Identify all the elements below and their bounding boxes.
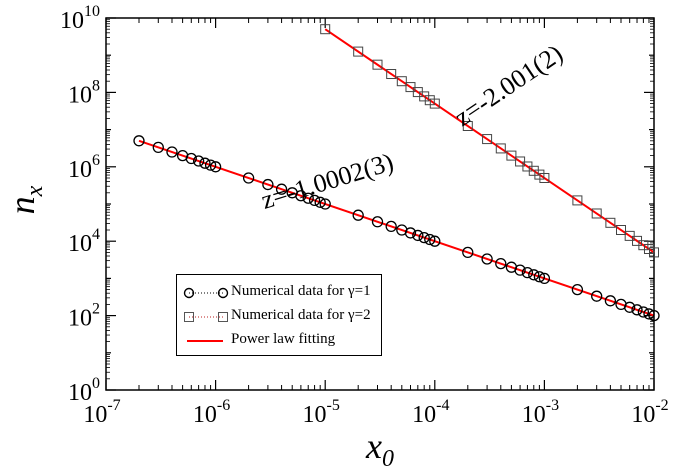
data-point-gamma2 — [605, 217, 616, 228]
data-point-gamma2 — [506, 150, 517, 161]
data-point-gamma1 — [302, 192, 314, 204]
data-point-gamma2 — [624, 230, 635, 241]
data-point-gamma1 — [314, 196, 326, 208]
legend-item-gamma1: Numerical data for γ=1 — [177, 282, 381, 302]
data-point-gamma1 — [418, 231, 430, 244]
data-point-gamma1 — [204, 159, 217, 171]
data-point-gamma1 — [152, 141, 164, 154]
data-point-gamma2 — [572, 195, 583, 206]
data-point-gamma1 — [481, 253, 493, 265]
x-tick-label: 10-6 — [193, 397, 230, 428]
legend-marker-square — [184, 312, 228, 322]
data-point-gamma2 — [591, 208, 602, 219]
y-tick-label: 1010 — [60, 3, 100, 34]
data-point-gamma1 — [514, 264, 526, 276]
data-point-gamma2 — [353, 46, 364, 57]
data-point-gamma2 — [419, 91, 430, 102]
legend-label-gamma1: Numerical data for γ=1 — [231, 283, 371, 299]
data-point-gamma1 — [242, 172, 255, 184]
data-point-gamma1 — [352, 209, 364, 221]
data-point-gamma2 — [429, 98, 440, 109]
data-point-gamma2 — [534, 169, 545, 180]
x-tick-label: 10-3 — [522, 397, 559, 428]
data-point-gamma1 — [412, 229, 424, 242]
data-point-gamma1 — [262, 178, 274, 191]
data-point-gamma1 — [604, 295, 617, 307]
data-point-gamma1 — [462, 246, 474, 259]
data-point-gamma1 — [192, 155, 205, 167]
annotation-label: z=-2.001(2) — [449, 39, 568, 132]
legend-label-fit: Power law fitting — [231, 331, 336, 347]
data-point-gamma2 — [539, 172, 550, 183]
y-tick-label: 104 — [68, 226, 100, 257]
data-point-gamma1 — [591, 290, 603, 302]
data-point-gamma1 — [319, 198, 331, 210]
x-tick-label: 10-7 — [83, 397, 120, 428]
data-point-gamma1 — [295, 190, 307, 202]
data-point-gamma1 — [533, 271, 546, 283]
y-tick-label: 106 — [68, 152, 100, 183]
data-point-gamma1 — [371, 216, 384, 228]
data-point-gamma2 — [528, 165, 539, 176]
legend: Numerical data for γ=1 Numerical data fo… — [176, 274, 382, 356]
x-axis-title: x0 — [365, 426, 394, 472]
data-point-gamma1 — [209, 161, 222, 173]
x-tick-label: 10-2 — [631, 397, 668, 428]
data-point-gamma2 — [649, 247, 659, 258]
legend-item-fit: Power law fitting — [177, 330, 381, 350]
data-point-gamma2 — [405, 82, 416, 93]
data-point-gamma2 — [638, 240, 649, 251]
data-point-gamma1 — [404, 227, 417, 239]
data-point-gamma2 — [386, 69, 397, 80]
data-point-gamma1 — [624, 301, 636, 313]
data-point-gamma1 — [133, 135, 145, 147]
data-point-gamma1 — [185, 152, 197, 165]
data-point-gamma1 — [495, 257, 507, 270]
data-point-gamma1 — [643, 308, 655, 320]
data-point-gamma1 — [637, 306, 650, 318]
legend-marker-circle — [183, 287, 229, 299]
legend-line-red — [187, 340, 223, 342]
y-axis-title: nx — [2, 185, 48, 214]
data-point-gamma2 — [495, 143, 506, 154]
y-tick-label: 100 — [68, 375, 100, 406]
data-point-gamma2 — [515, 156, 526, 167]
data-point-gamma1 — [199, 157, 211, 169]
data-point-gamma2 — [643, 244, 654, 255]
data-point-gamma1 — [648, 309, 660, 322]
data-point-gamma1 — [528, 269, 540, 281]
data-point-gamma2 — [482, 134, 493, 145]
data-point-gamma1 — [521, 266, 534, 279]
x-tick-label: 10-4 — [412, 397, 449, 428]
data-point-gamma2 — [396, 76, 407, 87]
y-tick-label: 102 — [68, 301, 100, 332]
legend-item-gamma2: Numerical data for γ=2 — [177, 306, 381, 326]
data-point-gamma2 — [320, 24, 331, 35]
data-point-gamma1 — [385, 220, 397, 233]
legend-label-gamma2: Numerical data for γ=2 — [231, 307, 371, 323]
data-point-gamma1 — [571, 283, 584, 296]
data-point-gamma2 — [616, 225, 627, 236]
y-tick-label: 108 — [68, 77, 100, 108]
data-point-gamma2 — [424, 95, 435, 106]
fit-line — [324, 28, 655, 254]
data-point-gamma1 — [538, 272, 551, 285]
data-point-gamma1 — [424, 233, 436, 246]
data-point-gamma2 — [462, 120, 473, 131]
data-point-gamma1 — [166, 146, 178, 158]
data-point-gamma1 — [275, 183, 288, 195]
data-point-gamma1 — [429, 235, 441, 247]
x-tick-label: 10-5 — [303, 397, 340, 428]
data-point-gamma1 — [308, 194, 321, 207]
data-point-gamma1 — [631, 304, 643, 316]
data-point-gamma2 — [372, 59, 383, 70]
